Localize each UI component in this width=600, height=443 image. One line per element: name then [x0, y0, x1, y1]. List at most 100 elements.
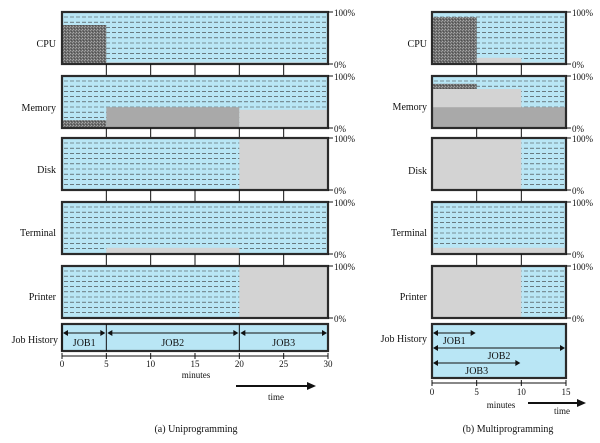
pct-0-label: 0% [334, 250, 347, 260]
x-tick-label: 0 [60, 359, 65, 369]
row-label-cpu-multi: CPU [408, 39, 428, 50]
job-history-label: Job History [12, 335, 58, 346]
resource-row-printer-multi: 100% 0% [430, 262, 594, 324]
x-axis-label-uni: minutes [182, 370, 211, 380]
pct-100-label: 100% [572, 198, 594, 208]
pct-0-label: 0% [334, 314, 347, 324]
resource-row-cpu-uni: 100% 0% [60, 8, 356, 76]
pct-100-label: 100% [334, 134, 356, 144]
usage-segment [432, 247, 566, 254]
pct-100-label: 100% [572, 72, 594, 82]
x-tick-label: 0 [430, 387, 435, 397]
usage-segment [106, 247, 240, 254]
row-label-disk: Disk [37, 165, 56, 176]
row-frame [60, 264, 330, 320]
x-axis-label-multi: minutes [487, 400, 516, 410]
arrow-left [433, 330, 438, 336]
usage-segment [239, 109, 328, 128]
row-label-printer: Printer [29, 292, 57, 303]
pct-0-label: 0% [572, 124, 585, 134]
x-tick-label: 25 [279, 359, 289, 369]
resource-row-cpu-multi: 100% 0% [430, 8, 594, 76]
time-arrow-multi: time [528, 399, 586, 416]
x-tick-label: 15 [191, 359, 201, 369]
usage-segment [62, 25, 107, 64]
pct-100-label: 100% [334, 72, 356, 82]
usage-segment [432, 83, 477, 89]
arrow-right [233, 330, 239, 336]
resource-row-disk-uni: 100% 0% [60, 134, 356, 202]
resource-row-terminal-multi: 100% 0% [430, 198, 594, 266]
usage-segment [239, 138, 328, 190]
row-frame [430, 200, 568, 256]
usage-segment [62, 120, 107, 128]
time-label-uni: time [268, 392, 284, 402]
usage-segment [432, 266, 522, 318]
arrow-right [100, 330, 106, 336]
pct-100-label: 100% [334, 198, 356, 208]
row-frame [430, 136, 568, 192]
pct-0-label: 0% [572, 60, 585, 70]
panel-multiprogramming: 100%0%100%0%100%0%100%0%100%0%JOB1JOB2JO… [430, 8, 594, 397]
pct-100-label: 100% [334, 262, 356, 272]
row-label-cpu: CPU [37, 39, 57, 50]
resource-row-memory-multi: 100% 0% [430, 72, 594, 138]
pct-100-label: 100% [572, 134, 594, 144]
job-label: JOB3 [465, 366, 488, 377]
usage-segment [432, 138, 522, 190]
pct-100-label: 100% [572, 262, 594, 272]
time-arrow-uni: time [236, 382, 316, 402]
pct-0-label: 0% [334, 124, 347, 134]
pct-0-label: 0% [572, 250, 585, 260]
resource-row-memory-uni: 100% 0% [60, 72, 356, 138]
job-history-label-multi: Job History [381, 334, 427, 345]
row-labels-multi: CPU Memory Disk Terminal Printer Job His… [381, 39, 428, 345]
caption-multiprogramming: (b) Multiprogramming [463, 424, 554, 435]
row-label-memory: Memory [22, 103, 56, 114]
job-bar-job3: JOB3 [433, 360, 521, 377]
usage-segment [432, 107, 566, 128]
x-tick-label: 15 [562, 387, 572, 397]
job-label: JOB2 [488, 351, 511, 362]
pct-0-label: 0% [334, 186, 347, 196]
pct-100-label: 100% [334, 8, 356, 18]
arrow-left [63, 330, 68, 336]
arrow-left [433, 360, 438, 366]
job-bar-job2: JOB2 [105, 324, 239, 351]
row-frame [430, 264, 568, 320]
row-label-disk-multi: Disk [408, 166, 427, 177]
job-label: JOB2 [161, 338, 184, 349]
usage-segment [476, 57, 522, 64]
x-tick-label: 5 [104, 359, 109, 369]
x-tick-label: 10 [517, 387, 527, 397]
x-tick-label: 30 [324, 359, 334, 369]
resource-row-printer-uni: 100% 0% [60, 262, 356, 324]
x-axis-multi: 0 5 10 15 [430, 380, 571, 397]
row-label-memory-multi: Memory [393, 102, 427, 113]
arrow-left [240, 330, 246, 336]
pct-0-label: 0% [572, 186, 585, 196]
job-bar-job1: JOB1 [61, 324, 106, 351]
caption-uniprogramming: (a) Uniprogramming [154, 424, 237, 435]
job-bar-job3: JOB3 [238, 324, 327, 351]
time-label-multi: time [554, 406, 570, 416]
row-label-terminal: Terminal [20, 228, 56, 239]
usage-segment [432, 17, 477, 64]
pct-0-label: 0% [572, 314, 585, 324]
x-tick-label: 5 [474, 387, 479, 397]
x-axis-uni: 0 5 10 15 20 25 30 [60, 353, 333, 369]
row-label-printer-multi: Printer [400, 292, 428, 303]
x-tick-label: 20 [235, 359, 245, 369]
resource-row-disk-multi: 100% 0% [430, 134, 594, 202]
job-label: JOB1 [73, 338, 96, 349]
x-tick-label: 10 [146, 359, 156, 369]
row-labels-uni: CPU Memory Disk Terminal Printer Job His… [12, 39, 58, 346]
job-history-frame [430, 322, 568, 380]
arrow-left [107, 330, 113, 336]
arrow-right [470, 330, 476, 336]
job-label: JOB1 [443, 336, 466, 347]
usage-segment [239, 266, 328, 318]
resource-row-terminal-uni: 100% 0% [60, 198, 356, 266]
